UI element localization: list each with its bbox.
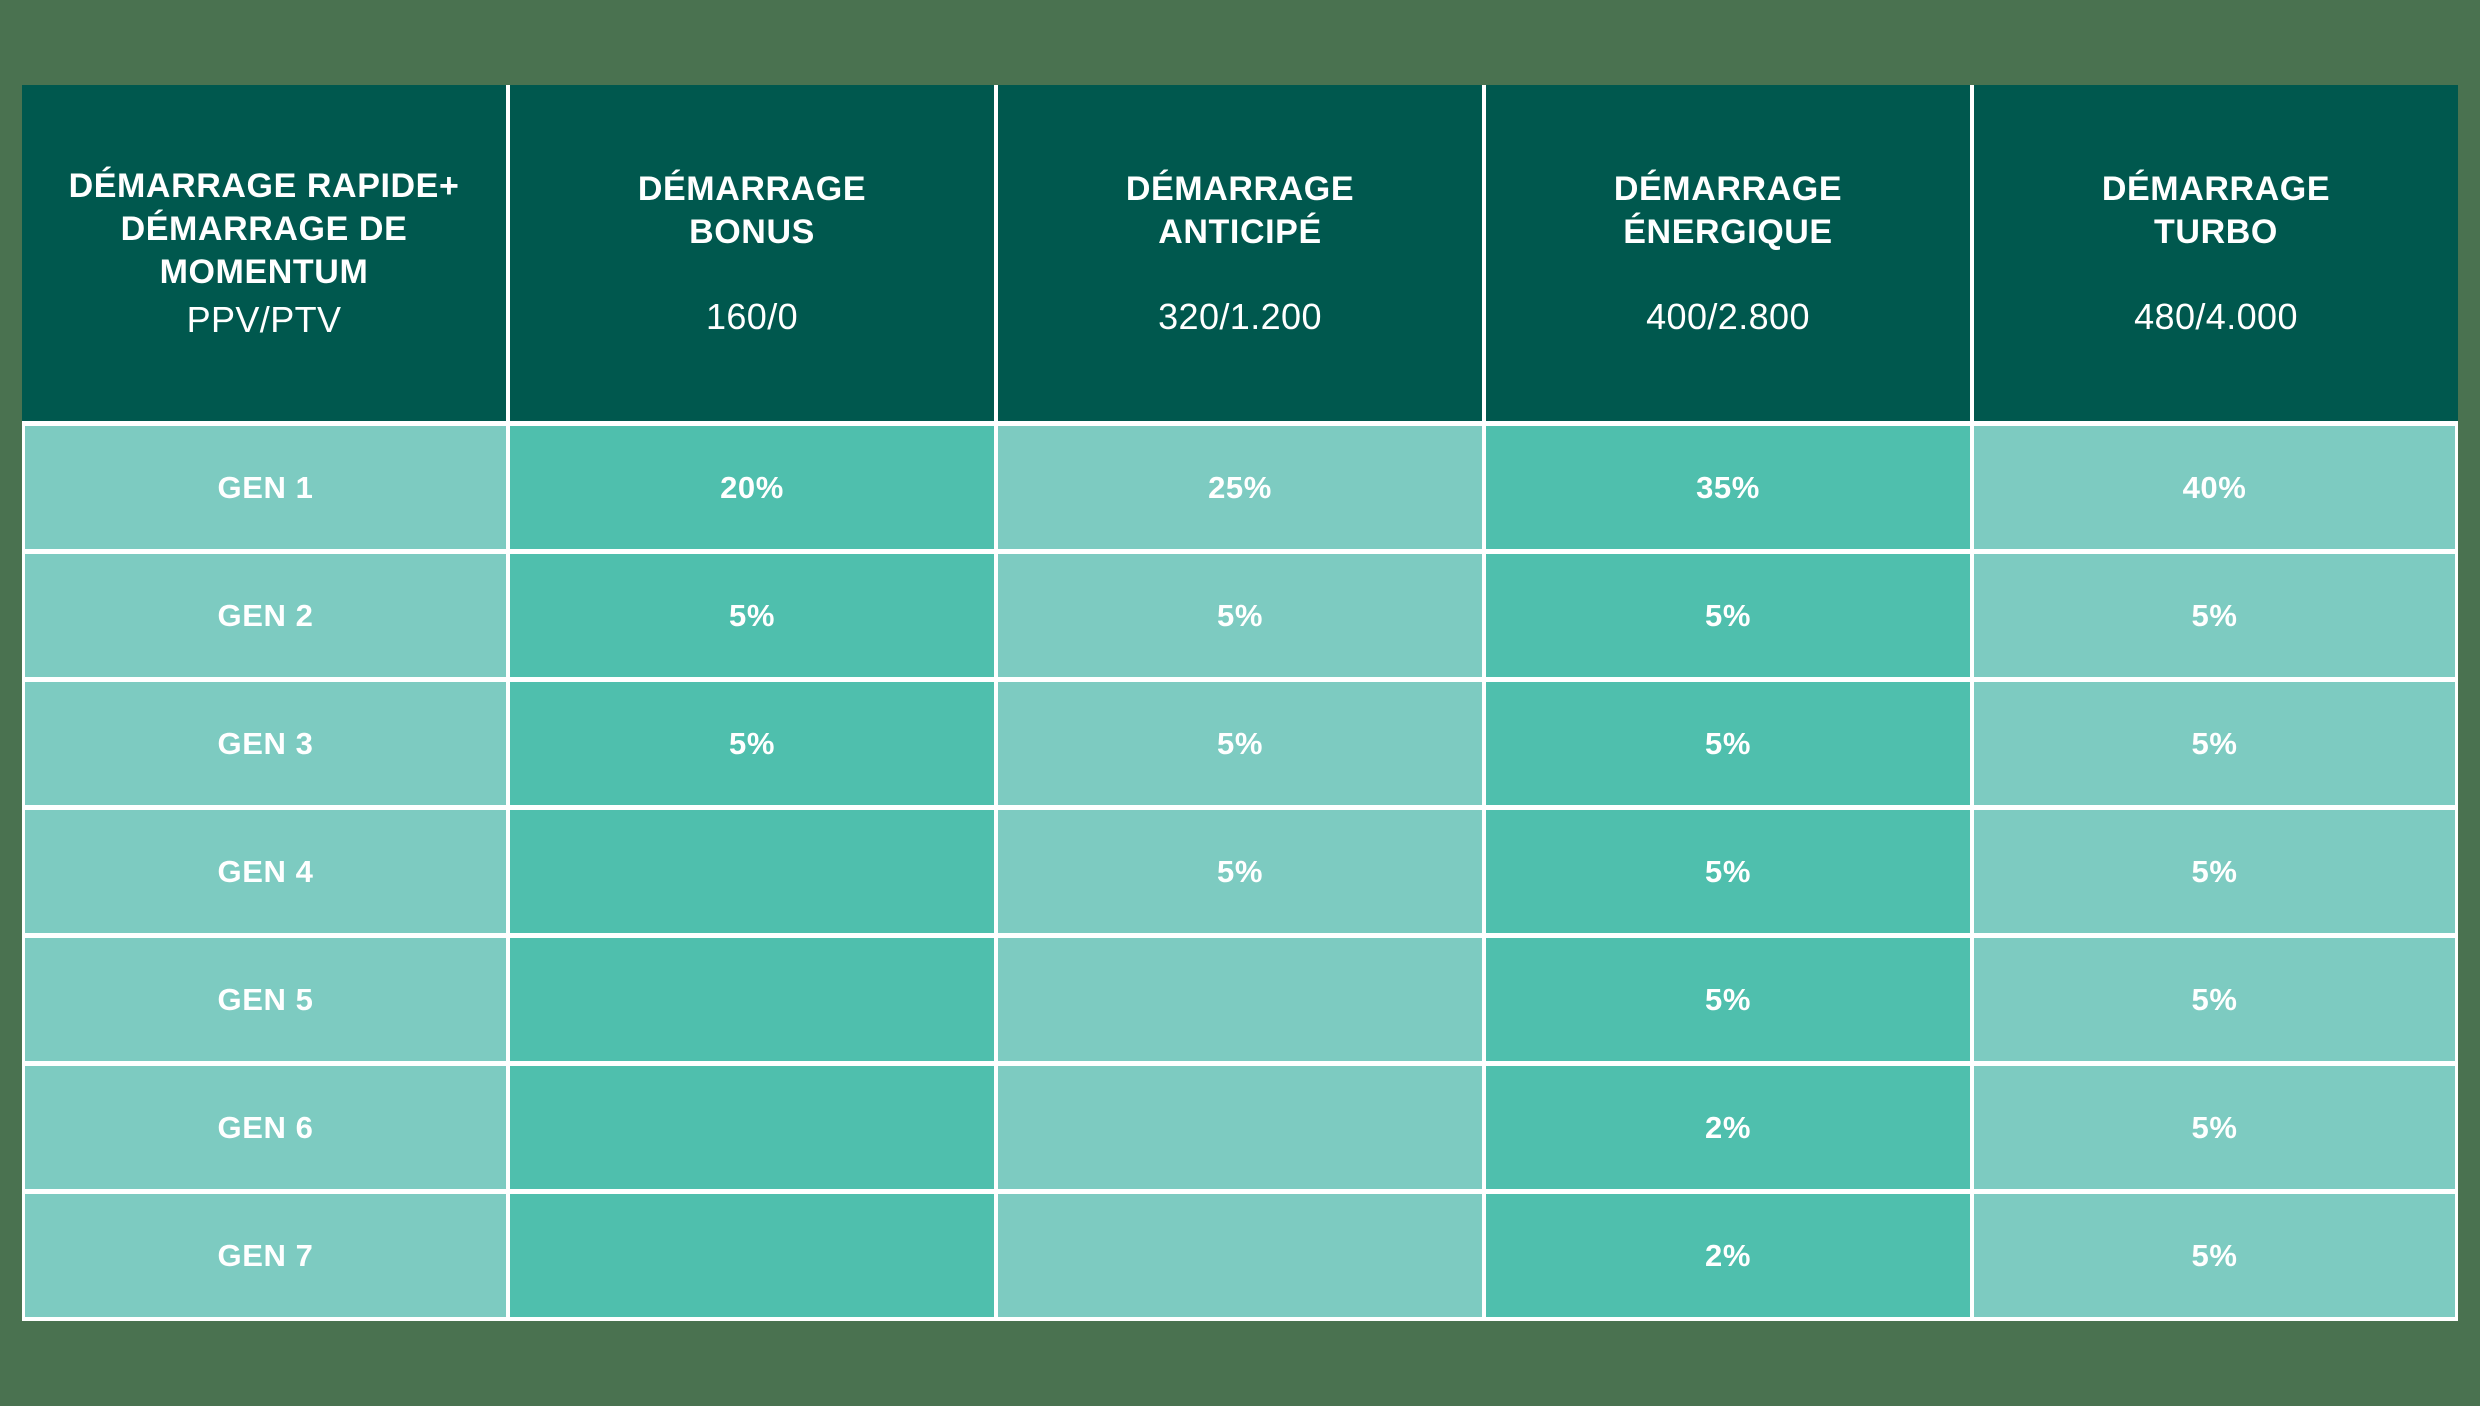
table-cell-gen2-turbo: 5% xyxy=(1974,554,2458,677)
table-cell-gen1-bonus: 20% xyxy=(510,426,994,549)
table-cell-gen3-bonus: 5% xyxy=(510,682,994,805)
table-cell-gen1-anticipe: 25% xyxy=(998,426,1482,549)
header-title: DÉMARRAGE BONUS xyxy=(637,170,867,251)
row-label-gen-3: GEN 3 xyxy=(22,682,506,805)
table-cell-gen6-energique: 2% xyxy=(1486,1066,1970,1189)
header-subvalue: 320/1.200 xyxy=(1158,295,1322,337)
header-title: DÉMARRAGE TURBO xyxy=(2101,170,2331,251)
header-cell-anticipe: DÉMARRAGE ANTICIPÉ 320/1.200 xyxy=(998,85,1482,421)
table-cell-gen2-anticipe: 5% xyxy=(998,554,1482,677)
table-cell-gen3-energique: 5% xyxy=(1486,682,1970,805)
table-cell-gen4-anticipe: 5% xyxy=(998,810,1482,933)
table-cell-gen7-anticipe xyxy=(998,1194,1482,1317)
table-cell-gen4-bonus xyxy=(510,810,994,933)
table-cell-gen5-turbo: 5% xyxy=(1974,938,2458,1061)
row-label-gen-2: GEN 2 xyxy=(22,554,506,677)
table-cell-gen6-bonus xyxy=(510,1066,994,1189)
header-cell-energique: DÉMARRAGE ÉNERGIQUE 400/2.800 xyxy=(1486,85,1970,421)
header-title: DÉMARRAGE ANTICIPÉ xyxy=(1125,170,1355,251)
table-cell-gen4-energique: 5% xyxy=(1486,810,1970,933)
table-cell-gen5-energique: 5% xyxy=(1486,938,1970,1061)
table-cell-gen1-energique: 35% xyxy=(1486,426,1970,549)
table-cell-gen5-anticipe xyxy=(998,938,1482,1061)
row-label-gen-6: GEN 6 xyxy=(22,1066,506,1189)
row-label-gen-4: GEN 4 xyxy=(22,810,506,933)
table-cell-gen3-anticipe: 5% xyxy=(998,682,1482,805)
table-cell-gen7-bonus xyxy=(510,1194,994,1317)
header-title: DÉMARRAGE ÉNERGIQUE xyxy=(1613,170,1843,251)
header-cell-bonus: DÉMARRAGE BONUS 160/0 xyxy=(510,85,994,421)
table-cell-gen1-turbo: 40% xyxy=(1974,426,2458,549)
table-cell-gen7-energique: 2% xyxy=(1486,1194,1970,1317)
row-label-gen-5: GEN 5 xyxy=(22,938,506,1061)
header-subvalue: 400/2.800 xyxy=(1646,295,1810,337)
header-cell-turbo: DÉMARRAGE TURBO 480/4.000 xyxy=(1974,85,2458,421)
table-cell-gen4-turbo: 5% xyxy=(1974,810,2458,933)
table-cell-gen3-turbo: 5% xyxy=(1974,682,2458,805)
header-title: DÉMARRAGE RAPIDE+ DÉMARRAGE DE MOMENTUM xyxy=(68,167,460,291)
table-cell-gen5-bonus xyxy=(510,938,994,1061)
table-cell-gen6-turbo: 5% xyxy=(1974,1066,2458,1189)
table-cell-gen2-bonus: 5% xyxy=(510,554,994,677)
table-cell-gen6-anticipe xyxy=(998,1066,1482,1189)
row-label-gen-7: GEN 7 xyxy=(22,1194,506,1317)
table-cell-gen2-energique: 5% xyxy=(1486,554,1970,677)
header-subvalue: 160/0 xyxy=(705,295,799,337)
row-label-gen-1: GEN 1 xyxy=(22,426,506,549)
bonus-table: DÉMARRAGE RAPIDE+ DÉMARRAGE DE MOMENTUM … xyxy=(22,85,2458,1321)
header-subvalue: 480/4.000 xyxy=(2134,295,2298,337)
header-cell-rapide-momentum: DÉMARRAGE RAPIDE+ DÉMARRAGE DE MOMENTUM … xyxy=(22,85,506,421)
header-subvalue: PPV/PTV xyxy=(186,298,342,340)
table-cell-gen7-turbo: 5% xyxy=(1974,1194,2458,1317)
